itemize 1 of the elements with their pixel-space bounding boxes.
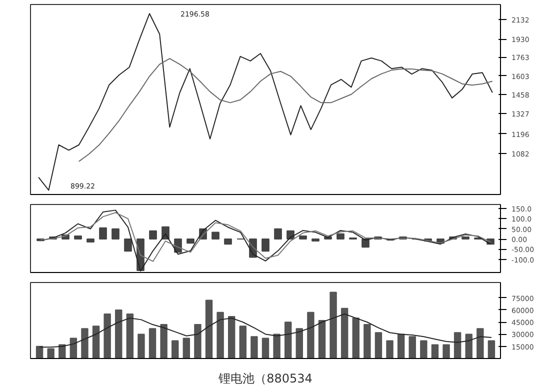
text: 锂电池（880534 xyxy=(218,372,312,386)
